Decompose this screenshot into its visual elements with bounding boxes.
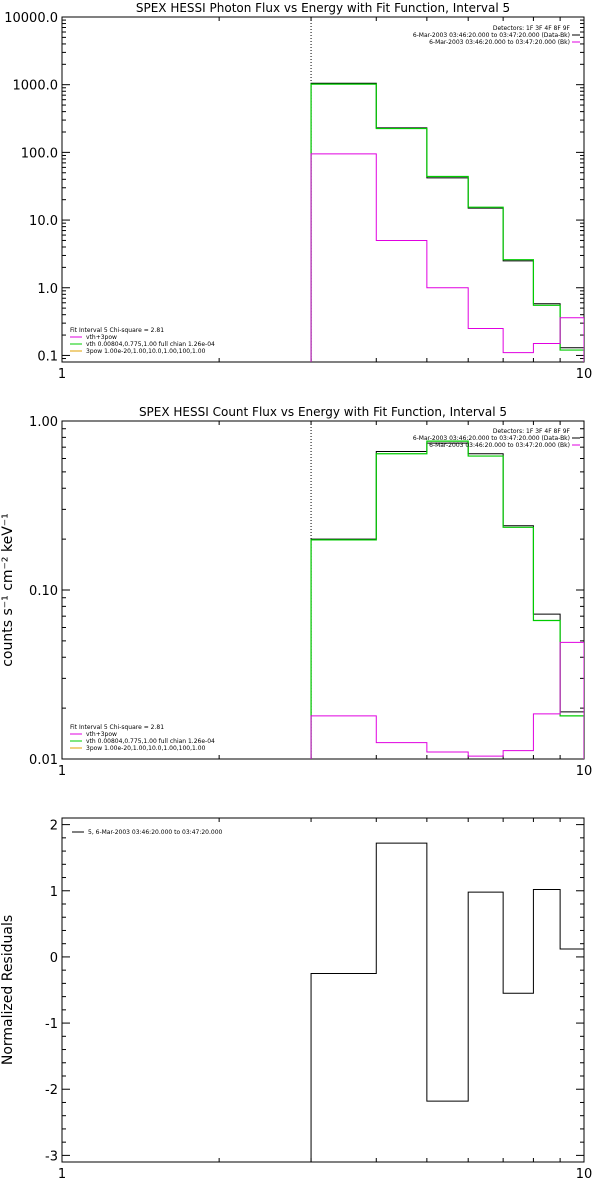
plot-frame xyxy=(61,420,585,760)
y-tick-label: 1 xyxy=(50,885,58,900)
fit-legend-entry: vth+3pow xyxy=(86,334,117,341)
x-tick-label: 10 xyxy=(576,367,593,382)
legend-top: Detectors: 1F 3F 4F 8F 9F6-Mar-2003 03:4… xyxy=(413,25,580,46)
fit-legend-entry: vth 0.00804,0.775,1.00 full chian 1.26e-… xyxy=(86,341,215,348)
y-tick-label: 0.01 xyxy=(29,753,58,768)
chart-title: SPEX HESSI Photon Flux vs Energy with Fi… xyxy=(136,1,510,15)
series-line-1 xyxy=(310,842,584,1162)
y-tick-label: -3 xyxy=(45,1149,58,1164)
legend-entry: 6-Mar-2003 03:46:20.000 to 03:47:20.000 … xyxy=(429,39,570,46)
x-tick-label: 1 xyxy=(58,1167,66,1182)
legend-entry: 6-Mar-2003 03:46:20.000 to 03:47:20.000 … xyxy=(429,442,570,449)
chart-panel-3: Normalized Residuals 1 10 -3 -2 -1 0 1 2 5, 6-Mar… xyxy=(0,817,593,1182)
series-line-2 xyxy=(310,440,584,759)
x-tick-label: 1 xyxy=(58,764,66,779)
series-group xyxy=(310,440,584,759)
fit-legend-header: Fit Interval 5 Chi-square = 2.81 xyxy=(70,724,164,731)
x-tick-label: 1 xyxy=(58,367,66,382)
series-line-1 xyxy=(310,82,584,362)
y-tick-label: 10.0 xyxy=(29,214,58,229)
fit-legend-entry: 3pow 1.00e-20,1.00,10.0,1.00,100,1.00 xyxy=(86,348,206,355)
y-tick-label: 2 xyxy=(50,819,58,834)
series-group xyxy=(310,82,584,362)
y-tick-label: 10000.0 xyxy=(4,11,58,26)
y-tick-label: 0.10 xyxy=(29,584,58,599)
y-tick-label: 100.0 xyxy=(21,146,58,161)
legend-detectors: Detectors: 1F 3F 4F 8F 9F xyxy=(493,428,571,435)
series-line-3 xyxy=(310,641,584,759)
fit-legend-entry: vth+3pow xyxy=(86,731,117,738)
legend-detectors: Detectors: 1F 3F 4F 8F 9F xyxy=(493,25,571,32)
legend-top: Detectors: 1F 3F 4F 8F 9F6-Mar-2003 03:4… xyxy=(413,428,580,449)
legend-entry: 6-Mar-2003 03:46:20.000 to 03:47:20.000 … xyxy=(413,32,570,39)
chart-panel-2: SPEX HESSI Count Flux vs Energy with Fit… xyxy=(0,405,592,779)
x-tick-label: 10 xyxy=(576,764,593,779)
series-group xyxy=(310,842,584,1162)
fit-legend-header: Fit Interval 5 Chi-square = 2.81 xyxy=(70,327,164,334)
y-tick-label: 1000.0 xyxy=(13,79,59,94)
y-axis-label: counts s⁻¹ cm⁻² keV⁻¹ xyxy=(0,513,16,667)
y-tick-label: 1.0 xyxy=(37,282,58,297)
y-tick-label: -1 xyxy=(45,1017,58,1032)
y-tick-label: -2 xyxy=(45,1083,58,1098)
fit-legend-entry: 3pow 1.00e-20,1.00,10.0,1.00,100,1.00 xyxy=(86,745,206,752)
plot-frame xyxy=(61,817,585,1163)
chart-panel-1: SPEX HESSI Photon Flux vs Energy with Fi… xyxy=(4,1,592,382)
legend-top: 5, 6-Mar-2003 03:46:20.000 to 03:47:20.0… xyxy=(72,829,223,836)
legend-entry: 6-Mar-2003 03:46:20.000 to 03:47:20.000 … xyxy=(413,435,570,442)
series-line-3 xyxy=(310,153,584,362)
x-tick-label: 10 xyxy=(576,1167,593,1182)
legend-fit: Fit Interval 5 Chi-square = 2.81vth+3pow… xyxy=(70,327,215,355)
chart-title: SPEX HESSI Count Flux vs Energy with Fit… xyxy=(139,405,507,419)
legend-entry: 5, 6-Mar-2003 03:46:20.000 to 03:47:20.0… xyxy=(88,829,223,836)
series-line-2 xyxy=(310,83,584,362)
y-axis-label: Normalized Residuals xyxy=(0,915,16,1065)
fit-legend-entry: vth 0.00804,0.775,1.00 full chian 1.26e-… xyxy=(86,738,215,745)
y-tick-label: 1.00 xyxy=(29,415,58,430)
plot-frame xyxy=(61,16,585,363)
y-tick-label: 0.1 xyxy=(37,349,58,364)
y-tick-label: 0 xyxy=(50,951,58,966)
legend-fit: Fit Interval 5 Chi-square = 2.81vth+3pow… xyxy=(70,724,215,752)
series-line-1 xyxy=(310,442,584,759)
